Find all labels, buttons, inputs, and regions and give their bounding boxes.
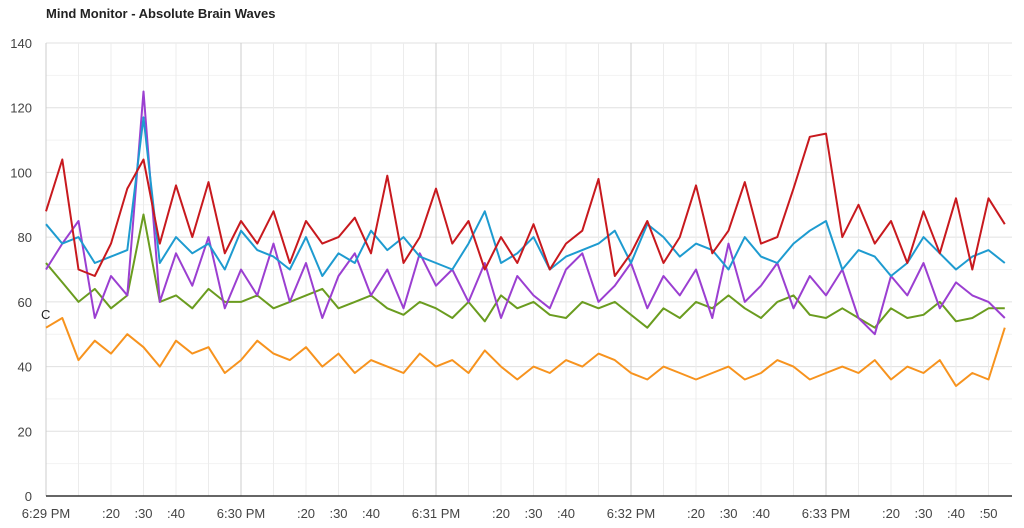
x-tick-label: :40	[752, 506, 770, 521]
series-line-orange	[45, 317, 1006, 387]
x-tick-label: :40	[557, 506, 575, 521]
x-tick-label: :40	[167, 506, 185, 521]
x-tick-label: :40	[947, 506, 965, 521]
x-tick-label: 6:31 PM	[412, 506, 460, 521]
x-tick-label: :20	[882, 506, 900, 521]
y-tick-label: 100	[10, 165, 32, 180]
x-tick-label: :20	[102, 506, 120, 521]
y-tick-label: 20	[18, 424, 32, 439]
x-tick-label: :30	[524, 506, 542, 521]
x-tick-label: 6:30 PM	[217, 506, 265, 521]
x-tick-label: 6:33 PM	[802, 506, 850, 521]
y-tick-label: 120	[10, 101, 32, 116]
x-tick-label: :30	[719, 506, 737, 521]
x-tick-label: :40	[362, 506, 380, 521]
y-tick-label: 0	[25, 489, 32, 504]
x-tick-label: :30	[134, 506, 152, 521]
series-line-blue	[45, 116, 1006, 277]
x-tick-label: :50	[979, 506, 997, 521]
y-tick-label: 140	[10, 36, 32, 51]
x-tick-label: :20	[687, 506, 705, 521]
annotation-label: C	[41, 307, 51, 322]
x-tick-label: 6:32 PM	[607, 506, 655, 521]
y-tick-label: 80	[18, 230, 32, 245]
x-tick-label: :20	[297, 506, 315, 521]
x-tick-label: 6:29 PM	[22, 506, 70, 521]
series-line-red	[45, 132, 1006, 277]
x-tick-label: :30	[329, 506, 347, 521]
chart-title: Mind Monitor - Absolute Brain Waves	[46, 6, 276, 21]
y-tick-label: 60	[18, 295, 32, 310]
x-tick-label: :30	[914, 506, 932, 521]
series-line-green	[45, 213, 1005, 329]
x-tick-label: :20	[492, 506, 510, 521]
y-tick-label: 40	[18, 360, 32, 375]
